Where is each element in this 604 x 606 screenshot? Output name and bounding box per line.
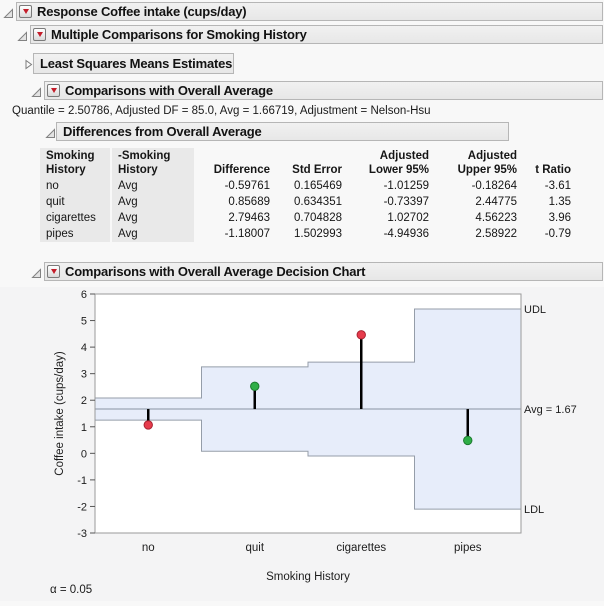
data-point-quit[interactable] [250, 381, 260, 392]
y-axis-title: Coffee intake (cups/day) [54, 351, 66, 476]
plot-frame [94, 293, 522, 534]
red-triangle-glyph [50, 269, 57, 274]
table-cell[interactable]: -0.73397 [383, 196, 429, 208]
red-triangle-menu-icon[interactable] [47, 265, 60, 278]
table-cell[interactable]: 0.704828 [294, 212, 342, 224]
outline-header-decision-chart[interactable]: Comparisons with Overall Average Decisio… [44, 262, 603, 281]
x-axis-title: Smoking History [266, 571, 350, 583]
outline-title: Multiple Comparisons for Smoking History [51, 27, 307, 42]
table-cell[interactable]: 2.79463 [228, 212, 270, 224]
outline-header-lsm-estimates[interactable]: Least Squares Means Estimates [33, 53, 234, 74]
y-tick-label: -1 [77, 475, 87, 487]
outline-title: Comparisons with Overall Average Decisio… [65, 264, 366, 279]
table-cell[interactable]: Avg [111, 178, 196, 194]
column-header[interactable]: Difference [213, 164, 270, 176]
disclosure-open-icon[interactable] [45, 126, 56, 138]
table-cell[interactable]: 0.85689 [228, 196, 270, 208]
x-tick-label: pipes [454, 542, 482, 554]
table-cell[interactable]: 4.56223 [475, 212, 517, 224]
data-point-no[interactable] [143, 420, 153, 430]
disclosure-open-icon[interactable] [31, 266, 42, 278]
avg-label: Avg = 1.67 [524, 404, 577, 416]
table-cell[interactable]: -1.18007 [224, 228, 270, 240]
disclosure-open-icon[interactable] [3, 6, 14, 18]
x-tick-label: quit [245, 542, 264, 554]
table-row: quit Avg 0.85689 0.634351 -0.73397 2.44775 1.3… [40, 194, 577, 210]
table-cell[interactable]: quit [40, 194, 112, 210]
outline-header-comparisons[interactable]: Comparisons with Overall Average [44, 81, 603, 100]
decision-chart-svg: 6 5 4 3 2 1 0 -1 -2 -3 no quit cigarettes pipes UDL Avg… [54, 289, 577, 583]
table-cell[interactable]: -1.01259 [383, 180, 429, 192]
table-cell[interactable]: 0.165469 [294, 180, 342, 192]
disclosure-open-icon[interactable] [17, 29, 28, 41]
red-triangle-menu-icon[interactable] [19, 5, 32, 18]
disclosure-open-icon[interactable] [31, 85, 42, 97]
x-tick-label: no [142, 542, 155, 554]
column-header[interactable]: Adjusted Upper 95% [457, 150, 517, 176]
table-row: cigarettes Avg 2.79463 0.704828 1.02702 4.562… [40, 210, 577, 226]
column-header[interactable]: t Ratio [535, 164, 571, 176]
outline-title: Least Squares Means Estimates [40, 56, 233, 71]
disclosure-closed-icon[interactable] [23, 57, 34, 70]
red-triangle-glyph [36, 32, 43, 37]
y-tick-label: 0 [81, 448, 87, 460]
outline-title: Response Coffee intake (cups/day) [37, 4, 247, 19]
outline-title: Comparisons with Overall Average [65, 83, 273, 98]
table-cell[interactable]: cigarettes [40, 210, 112, 226]
udl-label: UDL [524, 304, 546, 316]
table-row: pipes Avg -1.18007 1.502993 -4.94936 2.58922 -… [40, 226, 577, 242]
table-header-row: Smoking History -Smoking History Difference S… [40, 148, 577, 178]
outline-header-response[interactable]: Response Coffee intake (cups/day) [16, 2, 603, 21]
y-tick-label: -3 [77, 528, 87, 540]
y-tick-label: 1 [81, 422, 87, 434]
table-row: no Avg -0.59761 0.165469 -1.01259 -0.18264 -3.… [40, 178, 577, 194]
y-tick-label: 6 [81, 289, 87, 301]
red-triangle-menu-icon[interactable] [47, 84, 60, 97]
outline-header-multiple-comparisons[interactable]: Multiple Comparisons for Smoking History [30, 25, 603, 44]
table-cell[interactable]: -0.59761 [224, 180, 270, 192]
y-tick-label: 2 [81, 395, 87, 407]
y-tick-label: 4 [81, 342, 87, 354]
table-cell[interactable]: 1.502993 [294, 228, 342, 240]
table-cell[interactable]: no [40, 178, 112, 194]
column-header[interactable]: Adjusted Lower 95% [368, 150, 429, 176]
red-triangle-glyph [22, 9, 29, 14]
decision-chart-panel: 6 5 4 3 2 1 0 -1 -2 -3 no quit cigarettes pipes UDL Avg… [0, 287, 604, 601]
outline-title: Differences from Overall Average [63, 124, 262, 139]
alpha-note: α = 0.05 [50, 584, 93, 596]
table-cell[interactable]: Avg [111, 226, 196, 242]
table-cell[interactable]: 3.96 [548, 212, 571, 224]
y-tick-label: 5 [81, 316, 87, 328]
table-cell[interactable]: -4.94936 [383, 228, 429, 240]
quantile-summary-text: Quantile = 2.50786, Adjusted DF = 85.0, … [12, 105, 431, 117]
data-point-cigarettes[interactable] [356, 330, 366, 340]
table-cell[interactable]: pipes [40, 226, 112, 242]
table-cell[interactable]: -0.18264 [471, 180, 517, 192]
table-cell[interactable]: 2.58922 [475, 228, 517, 240]
differences-table: Smoking History -Smoking History Difference S… [40, 148, 578, 242]
table-cell[interactable]: Avg [111, 210, 196, 226]
y-tick-label: 3 [81, 369, 87, 381]
ldl-label: LDL [524, 504, 544, 516]
table-cell[interactable]: 0.634351 [294, 196, 342, 208]
table-cell[interactable]: 1.02702 [387, 212, 429, 224]
table-cell[interactable]: -0.79 [544, 228, 571, 240]
table-cell[interactable]: -3.61 [544, 180, 571, 192]
table-cell[interactable]: 1.35 [548, 196, 571, 208]
x-tick-label: cigarettes [336, 542, 386, 554]
red-triangle-glyph [50, 88, 57, 93]
table-cell[interactable]: 2.44775 [475, 196, 517, 208]
data-point-pipes[interactable] [463, 435, 473, 446]
column-header[interactable]: Smoking History [40, 148, 112, 178]
outline-header-differences[interactable]: Differences from Overall Average [56, 122, 509, 141]
column-header[interactable]: -Smoking History [111, 148, 196, 178]
table-cell[interactable]: Avg [111, 194, 196, 210]
column-header[interactable]: Std Error [292, 164, 342, 176]
red-triangle-menu-icon[interactable] [33, 28, 46, 41]
differences-table-container: Smoking History -Smoking History Difference S… [40, 148, 578, 242]
y-tick-label: -2 [77, 501, 87, 513]
